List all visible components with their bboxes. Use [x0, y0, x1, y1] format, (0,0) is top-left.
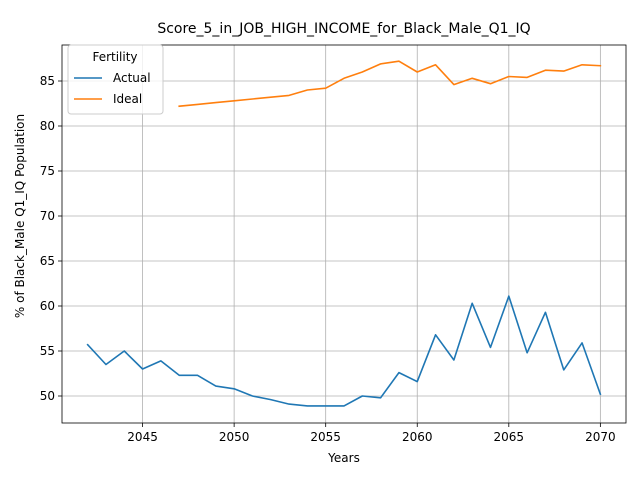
axes: 2045 2050 2055 2060 2065 2070 50 55 60 65 70 75 80 85	[40, 44, 627, 444]
legend-label-ideal: Ideal	[113, 92, 142, 106]
x-tick-label: 2060	[402, 430, 433, 444]
x-tick-label: 2070	[585, 430, 616, 444]
series-lines	[86, 60, 602, 407]
y-tick-label: 55	[40, 344, 55, 358]
x-axis-label: Years	[327, 451, 360, 465]
y-axis-label: % of Black_Male Q1_IQ Population	[13, 114, 27, 318]
chart-title: Score_5_in_JOB_HIGH_INCOME_for_Black_Mal…	[157, 21, 530, 37]
legend-label-actual: Actual	[113, 71, 151, 85]
x-tick-label: 2065	[494, 430, 525, 444]
grid	[62, 45, 626, 423]
y-tick-label: 60	[40, 299, 55, 313]
y-tick-label: 85	[40, 74, 55, 88]
x-tick-label: 2055	[310, 430, 341, 444]
legend: Fertility Actual Ideal	[67, 44, 164, 115]
legend-title: Fertility	[92, 50, 137, 64]
x-tick-label: 2050	[219, 430, 250, 444]
y-tick-label: 80	[40, 119, 55, 133]
series-line-ideal	[178, 60, 602, 108]
y-tick-label: 65	[40, 254, 55, 268]
series-line-actual	[86, 295, 602, 407]
plot-frame	[61, 44, 627, 424]
legend-box	[67, 44, 164, 115]
y-tick-label: 50	[40, 389, 55, 403]
y-tick-label: 75	[40, 164, 55, 178]
y-tick-label: 70	[40, 209, 55, 223]
x-tick-label: 2045	[127, 430, 158, 444]
